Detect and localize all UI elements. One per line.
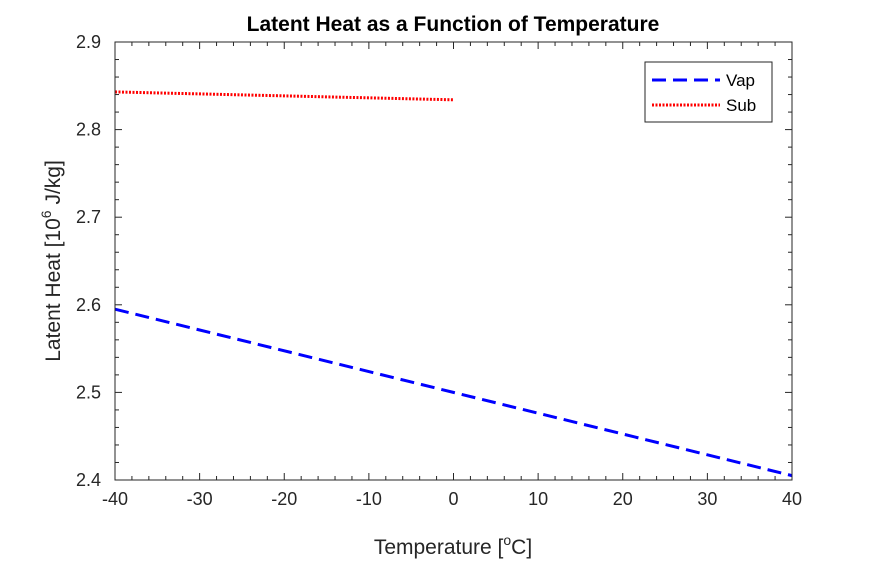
- y-tick-label: 2.5: [76, 382, 101, 402]
- y-axis-label-suffix: J/kg]: [42, 160, 65, 210]
- y-tick-label: 2.4: [76, 470, 101, 490]
- y-axis-label-prefix: Latent Heat [10: [42, 218, 65, 362]
- chart-title: Latent Heat as a Function of Temperature: [247, 13, 660, 36]
- y-tick-label: 2.9: [76, 32, 101, 52]
- y-tick-label: 2.8: [76, 120, 101, 140]
- x-axis-label-suffix: C]: [511, 536, 532, 559]
- series-line-vap: [114, 307, 793, 478]
- x-tick-label: 0: [448, 489, 458, 509]
- legend-box: [644, 61, 773, 123]
- x-axis-label-superscript: o: [503, 532, 511, 548]
- x-tick-label: -30: [187, 489, 213, 509]
- x-tick-label: 40: [782, 489, 802, 509]
- x-tick-label: 30: [697, 489, 717, 509]
- legend-label-vap: Vap: [726, 71, 755, 90]
- legend-label-sub: Sub: [726, 96, 756, 115]
- x-tick-label: -20: [271, 489, 297, 509]
- x-axis-label-prefix: Temperature [: [374, 536, 504, 559]
- y-tick-label: 2.7: [76, 207, 101, 227]
- y-tick-label: 2.6: [76, 295, 101, 315]
- y-axis-label: Latent Heat [106 J/kg]: [38, 160, 65, 362]
- x-tick-label: -10: [356, 489, 382, 509]
- x-tick-label: 20: [613, 489, 633, 509]
- legend: Vap Sub: [644, 61, 773, 123]
- x-tick-label: -40: [102, 489, 128, 509]
- x-axis-label: Temperature [oC]: [374, 532, 532, 559]
- y-axis-label-superscript: 6: [38, 210, 54, 218]
- x-tick-label: 10: [528, 489, 548, 509]
- series-line-sub: [114, 90, 454, 102]
